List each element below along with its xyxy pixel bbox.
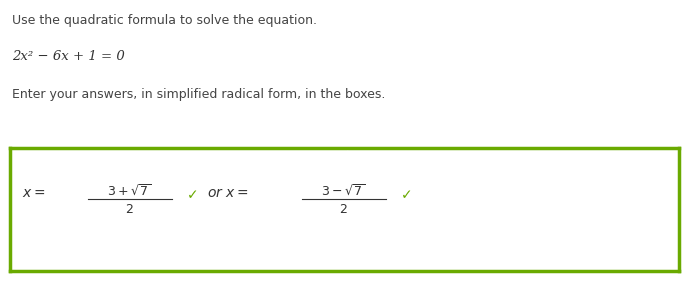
Text: ✓: ✓ xyxy=(187,188,198,202)
Text: Use the quadratic formula to solve the equation.: Use the quadratic formula to solve the e… xyxy=(12,14,317,27)
Text: Enter your answers, in simplified radical form, in the boxes.: Enter your answers, in simplified radica… xyxy=(12,88,385,101)
Text: $x =$: $x =$ xyxy=(22,186,45,200)
Text: 2x² − 6x + 1 = 0: 2x² − 6x + 1 = 0 xyxy=(12,50,125,63)
Text: 2: 2 xyxy=(275,192,285,206)
Text: ✓: ✓ xyxy=(339,149,349,162)
Text: ✓: ✓ xyxy=(401,188,413,202)
Text: $or\ x =$: $or\ x =$ xyxy=(207,186,249,200)
Text: $3+\sqrt{7}$: $3+\sqrt{7}$ xyxy=(107,183,152,199)
Text: 2: 2 xyxy=(340,203,347,216)
Text: 1: 1 xyxy=(61,192,71,206)
Text: $3-\sqrt{7}$: $3-\sqrt{7}$ xyxy=(321,183,366,199)
Text: 2: 2 xyxy=(125,203,134,216)
